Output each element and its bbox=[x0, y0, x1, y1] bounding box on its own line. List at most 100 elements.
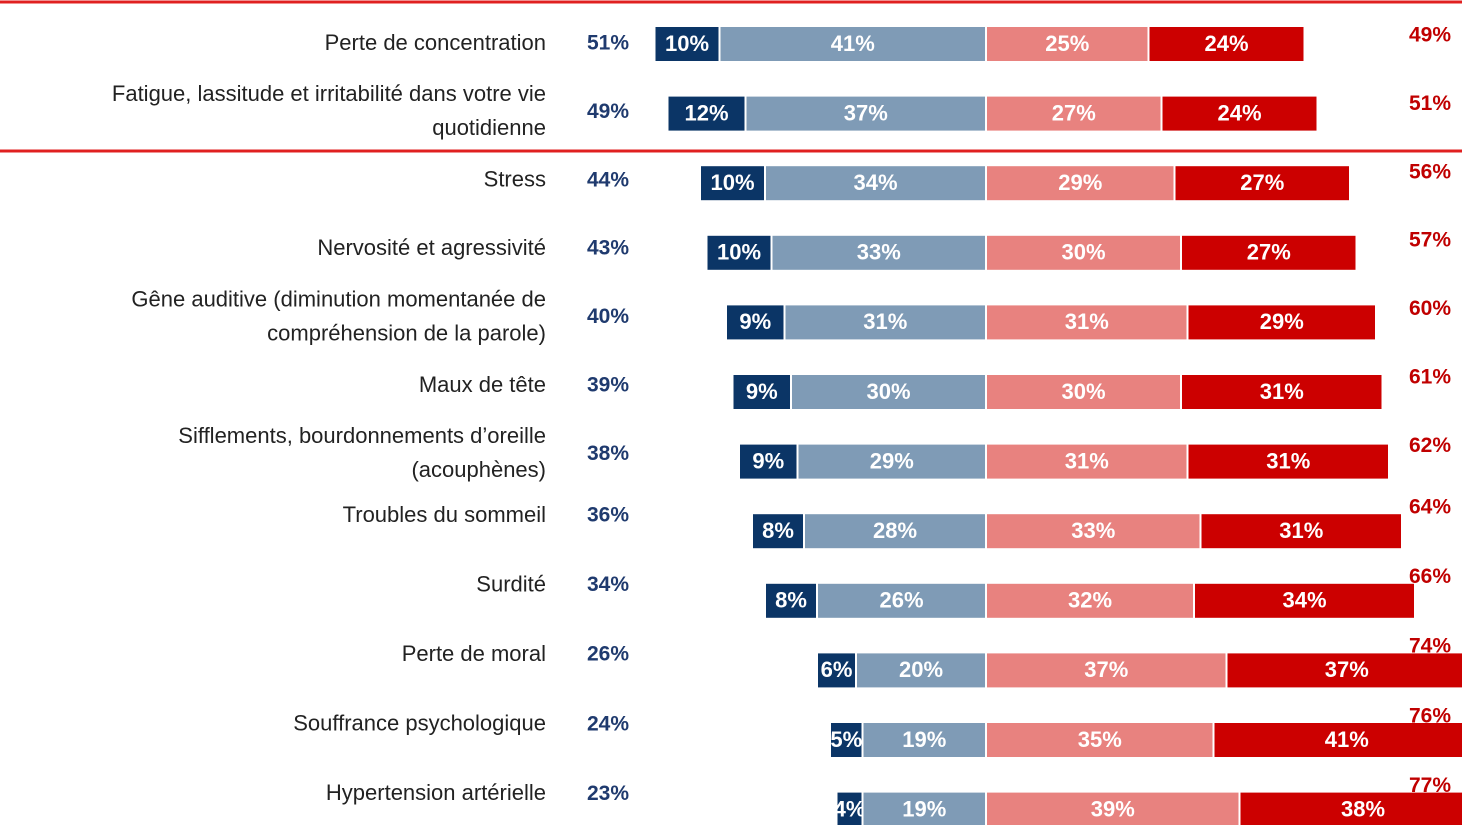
bar-segment bbox=[985, 721, 1215, 759]
bar-segment bbox=[1160, 94, 1319, 133]
bar-segment bbox=[699, 164, 766, 203]
total-label: 49% bbox=[1409, 24, 1451, 47]
bar-segment bbox=[985, 581, 1195, 620]
segment-label: 24% bbox=[1204, 31, 1248, 56]
segment-label: 32% bbox=[1068, 588, 1112, 613]
segment-label: 24% bbox=[1217, 100, 1261, 125]
category-label: compréhension de la parole) bbox=[267, 320, 546, 345]
segment-label: 25% bbox=[1045, 31, 1089, 56]
segment-label: 29% bbox=[870, 448, 914, 473]
category-label: Maux de tête bbox=[419, 372, 546, 397]
segment-label: 5% bbox=[830, 727, 862, 752]
bar-segment bbox=[770, 233, 987, 272]
total-label: 51% bbox=[1409, 92, 1451, 115]
segment-label: 31% bbox=[1260, 379, 1304, 404]
segment-label: 30% bbox=[866, 379, 910, 404]
segment-label: 31% bbox=[863, 309, 907, 334]
bar-segment bbox=[1199, 512, 1403, 551]
category-label: Souffrance psychologique bbox=[293, 711, 546, 736]
bar-segment bbox=[1173, 164, 1351, 203]
total-label: 57% bbox=[1409, 229, 1451, 252]
bar-segment bbox=[1147, 25, 1306, 63]
bar-segment bbox=[764, 164, 987, 203]
total-label: 76% bbox=[1409, 704, 1451, 727]
segment-label: 10% bbox=[710, 170, 754, 195]
category-label: Hypertension artérielle bbox=[326, 780, 546, 805]
bar-segment bbox=[744, 94, 987, 133]
total-label: 44% bbox=[587, 168, 629, 191]
category-label: Stress bbox=[484, 167, 546, 192]
segment-label: 26% bbox=[879, 588, 923, 613]
segment-label: 6% bbox=[821, 657, 853, 682]
total-label: 61% bbox=[1409, 366, 1451, 389]
segment-label: 33% bbox=[857, 240, 901, 265]
segment-label: 39% bbox=[1091, 796, 1135, 821]
category-label: Nervosité et agressivité bbox=[317, 235, 546, 260]
total-label: 34% bbox=[587, 573, 629, 596]
bar-segment bbox=[985, 164, 1176, 203]
bar-segment bbox=[855, 651, 987, 690]
bar-segment bbox=[1186, 442, 1390, 481]
segment-label: 35% bbox=[1078, 727, 1122, 752]
total-label: 62% bbox=[1409, 434, 1451, 457]
category-label: quotidienne bbox=[432, 115, 546, 140]
segment-label: 19% bbox=[902, 727, 946, 752]
segment-label: 31% bbox=[1065, 309, 1109, 334]
total-label: 51% bbox=[587, 32, 629, 55]
total-label: 38% bbox=[587, 442, 629, 465]
total-label: 49% bbox=[587, 100, 629, 123]
segment-label: 10% bbox=[717, 240, 761, 265]
category-label: Perte de concentration bbox=[325, 30, 546, 55]
bar-segment bbox=[985, 25, 1150, 63]
total-label: 43% bbox=[587, 237, 629, 260]
segment-label: 12% bbox=[684, 100, 728, 125]
bar-segment bbox=[829, 721, 864, 759]
bar-segment bbox=[803, 512, 987, 551]
total-label: 60% bbox=[1409, 297, 1451, 320]
bar-segment bbox=[1180, 233, 1358, 272]
category-label: Troubles du sommeil bbox=[343, 502, 546, 527]
segment-label: 8% bbox=[762, 518, 794, 543]
segment-label: 20% bbox=[899, 657, 943, 682]
category-label: Surdité bbox=[476, 571, 546, 596]
segment-label: 29% bbox=[1058, 170, 1102, 195]
total-label: 24% bbox=[587, 712, 629, 735]
segment-label: 9% bbox=[739, 309, 771, 334]
total-label: 39% bbox=[587, 374, 629, 397]
segment-label: 34% bbox=[853, 170, 897, 195]
bar-segment bbox=[790, 373, 987, 411]
bar-segment bbox=[1186, 303, 1377, 342]
bar-segment bbox=[1225, 651, 1462, 690]
category-label: Perte de moral bbox=[402, 641, 546, 666]
bar-segment bbox=[1180, 373, 1384, 411]
segment-label: 31% bbox=[1266, 448, 1310, 473]
total-label: 77% bbox=[1409, 774, 1451, 797]
segment-label: 29% bbox=[1260, 309, 1304, 334]
total-label: 56% bbox=[1409, 160, 1451, 183]
segment-label: 8% bbox=[775, 588, 807, 613]
category-label: Sifflements, bourdonnements d’oreille bbox=[178, 423, 546, 448]
segment-label: 30% bbox=[1061, 379, 1105, 404]
segment-label: 27% bbox=[1240, 170, 1284, 195]
segment-label: 37% bbox=[1325, 657, 1369, 682]
segment-label: 9% bbox=[746, 379, 778, 404]
category-label: (acouphènes) bbox=[411, 457, 546, 482]
segment-label: 10% bbox=[665, 31, 709, 56]
bar-segment bbox=[796, 442, 987, 481]
segment-label: 19% bbox=[902, 796, 946, 821]
category-label: Fatigue, lassitude et irritabilité dans … bbox=[112, 81, 546, 106]
segment-label: 30% bbox=[1061, 240, 1105, 265]
total-label: 64% bbox=[1409, 496, 1451, 519]
total-label: 40% bbox=[587, 305, 629, 328]
segment-label: 27% bbox=[1052, 100, 1096, 125]
bar-segment bbox=[985, 94, 1163, 133]
bar-segment bbox=[725, 303, 786, 342]
segment-label: 38% bbox=[1341, 796, 1385, 821]
total-label: 74% bbox=[1409, 635, 1451, 658]
segment-label: 41% bbox=[1325, 727, 1369, 752]
segment-label: 33% bbox=[1071, 518, 1115, 543]
bar-segment bbox=[985, 442, 1189, 481]
bar-segment bbox=[985, 512, 1202, 551]
bar-segment bbox=[764, 581, 818, 620]
